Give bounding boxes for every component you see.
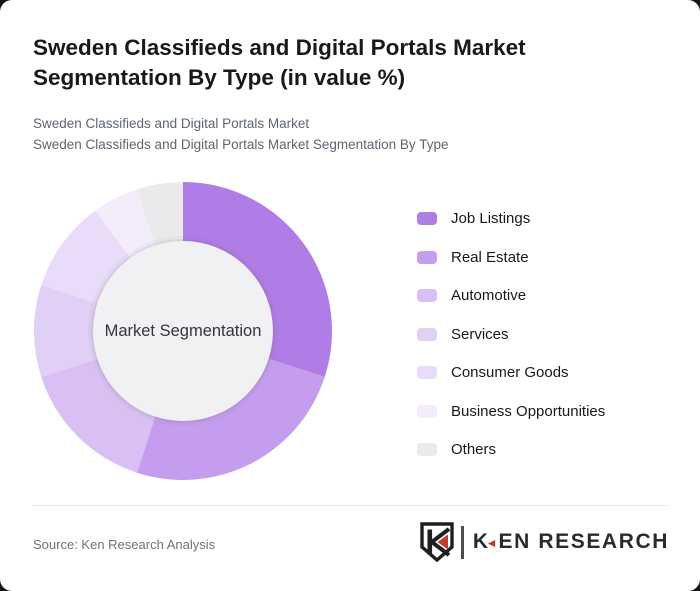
legend-label: Consumer Goods xyxy=(451,364,569,381)
legend-label: Automotive xyxy=(451,287,527,304)
ken-research-logo: K ◄ EN RESEARCH xyxy=(420,522,669,562)
legend-item-services[interactable]: Services xyxy=(417,325,605,344)
legend-label: Job Listings xyxy=(451,210,531,227)
logo-text-rest: EN RESEARCH xyxy=(498,530,669,553)
logo-letter-k: K xyxy=(472,530,490,553)
legend-label: Others xyxy=(451,441,497,458)
subtitle-line-1: Sweden Classifieds and Digital Portals M… xyxy=(33,116,310,131)
footer-divider xyxy=(33,505,667,506)
legend-item-consumer-goods[interactable]: Consumer Goods xyxy=(417,363,605,382)
legend-swatch-icon xyxy=(417,250,437,264)
chart-subtitles: Sweden Classifieds and Digital Portals M… xyxy=(33,113,448,155)
legend-swatch-icon xyxy=(417,443,437,456)
legend-swatch-icon xyxy=(417,289,437,302)
legend-label: Business Opportunities xyxy=(451,402,606,420)
source-text: Source: Ken Research Analysis xyxy=(33,537,216,552)
legend-label: Real Estate xyxy=(451,248,529,266)
page-title: Sweden Classifieds and Digital Portals M… xyxy=(33,35,526,90)
legend-label: Services xyxy=(451,325,509,343)
logo-wordmark: K ◄ EN RESEARCH xyxy=(473,530,669,554)
legend: Job Listings Real Estate Automotive Service… xyxy=(417,209,605,459)
legend-item-real-estate[interactable]: Real Estate xyxy=(417,248,605,267)
legend-item-job-listings[interactable]: Job Listings xyxy=(417,209,605,228)
legend-item-others[interactable]: Others xyxy=(417,440,605,459)
legend-swatch-icon xyxy=(417,366,437,379)
legend-swatch-icon xyxy=(417,404,437,418)
legend-item-business-opportunities[interactable]: Business Opportunities xyxy=(417,402,605,421)
logo-separator xyxy=(460,525,464,559)
donut-chart-svg xyxy=(33,182,333,481)
legend-item-automotive[interactable]: Automotive xyxy=(417,286,605,305)
red-triangle-icon: ◄ xyxy=(485,536,498,550)
donut-hole xyxy=(93,241,273,421)
legend-swatch-icon xyxy=(417,212,437,225)
legend-swatch-icon xyxy=(417,327,437,341)
ken-research-shield-icon xyxy=(420,522,454,562)
subtitle-line-2: Sweden Classifieds and Digital Portals M… xyxy=(33,137,449,152)
